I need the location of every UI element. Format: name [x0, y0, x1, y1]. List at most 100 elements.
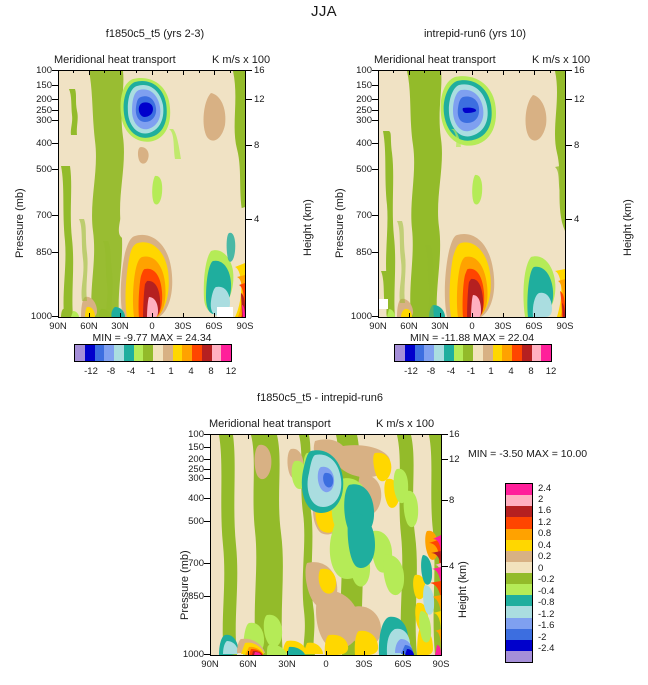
colorbar-cell: [404, 345, 415, 361]
colorbar-tick-label: -4: [446, 366, 456, 377]
y-tick-label: 250: [36, 105, 52, 116]
colorbar-cell: [506, 506, 532, 518]
panel-units-label: K m/s x 100: [376, 418, 435, 430]
panel-title: f1850c5_t5 - intrepid-run6: [257, 392, 383, 404]
colorbar-cell: [506, 517, 532, 529]
colorbar-cell: [506, 561, 532, 573]
contour-plot-area: [58, 70, 246, 318]
panel-difference: f1850c5_t5 - intrepid-run6 Meridional he…: [165, 392, 475, 682]
colorbar-cell: [443, 345, 454, 361]
colorbar-cell: [123, 345, 134, 361]
panel-variable-label: Meridional heat transport: [374, 54, 496, 66]
y-tick-label: 1000: [350, 311, 372, 322]
colorbar-cell: [395, 345, 405, 361]
panel-title: intrepid-run6 (yrs 10): [423, 28, 527, 40]
colorbar-tick-label: 4: [188, 366, 194, 377]
colorbar-cell: [512, 345, 522, 361]
colorbar-cell: [506, 628, 532, 640]
y-tick-label: 400: [36, 138, 52, 149]
x-tick-label: 90S: [556, 321, 574, 332]
panel-variable-label: Meridional heat transport: [209, 418, 331, 430]
y2-tick-label: 16: [449, 429, 460, 440]
y-tick-label: 1000: [30, 311, 52, 322]
contour-plot-area: [378, 70, 566, 318]
y-tick-label: 300: [356, 115, 372, 126]
colorbar-cell: [506, 650, 532, 662]
panel-minmax-label-difference: MIN = -3.50 MAX = 10.00: [468, 448, 588, 460]
x-tick-label: 90S: [432, 659, 450, 670]
colorbar-cell: [201, 345, 212, 361]
y-tick-label: 250: [188, 464, 204, 475]
colorbar-cell: [133, 345, 144, 361]
colorbar-tick-label: -1: [466, 366, 476, 377]
x-tick-label: 90N: [201, 659, 219, 670]
colorbar-cell: [75, 345, 85, 361]
y2-tick-label: 8: [254, 140, 260, 151]
colorbar-cell: [473, 345, 483, 361]
colorbar-tick-label: 2.4: [538, 483, 552, 494]
panel-f1850c5-t5: f1850c5_t5 (yrs 2-3) Meridional heat tra…: [0, 28, 314, 344]
panel-units-label: K m/s x 100: [532, 54, 591, 66]
y-tick-label: 150: [356, 80, 372, 91]
colorbar-tick-label: 0.8: [538, 528, 552, 539]
colorbar-tick-label: 1: [168, 366, 174, 377]
y-tick-label: 700: [36, 210, 52, 221]
colorbar-cell: [531, 345, 542, 361]
colorbar-cell: [506, 595, 532, 607]
colorbar-tick-label: -1.6: [538, 620, 555, 631]
y-tick-label: 500: [356, 164, 372, 175]
colorbar-tick-label: 12: [225, 366, 237, 377]
y-tick-label: 1000: [182, 649, 204, 660]
colorbar-tick-label: 1.2: [538, 517, 552, 528]
colorbar-cell: [506, 495, 532, 507]
x-tick-label: 30N: [431, 321, 449, 332]
colorbar-cell: [143, 345, 153, 361]
colorbar-cell: [502, 345, 512, 361]
x-tick-label: 90S: [236, 321, 254, 332]
y-tick-label: 700: [356, 210, 372, 221]
colorbar-cell: [424, 345, 434, 361]
y-tick-label: 500: [36, 164, 52, 175]
colorbar-cell: [104, 345, 114, 361]
colorbar-cell: [506, 573, 532, 585]
y-tick-label: 300: [188, 473, 204, 484]
colorbar-tick-label: 8: [208, 366, 214, 377]
x-tick-label: 0: [149, 321, 155, 332]
colorbar-tick-label: 2: [538, 494, 544, 505]
colorbar-cell: [182, 345, 192, 361]
colorbar-tick-label: -0.4: [538, 586, 555, 597]
colorbar-cell: [211, 345, 222, 361]
y-tick-label: 850: [36, 247, 52, 258]
colorbar-tick-label: 1: [488, 366, 494, 377]
colorbar-cell: [506, 550, 532, 562]
colorbar-horizontal-panel1: [74, 344, 232, 362]
y2-tick-label: 12: [574, 94, 585, 105]
y-tick-label: 100: [188, 429, 204, 440]
colorbar-tick-label: -1: [146, 366, 156, 377]
y2-tick-label: 16: [574, 65, 585, 76]
x-tick-label: 0: [323, 659, 329, 670]
colorbar-tick-label: -2: [538, 632, 547, 643]
colorbar-cell: [434, 345, 444, 361]
x-tick-label: 60N: [239, 659, 257, 670]
colorbar-tick-label: -4: [126, 366, 136, 377]
colorbar-cell: [506, 639, 532, 651]
y2-tick-label: 16: [254, 65, 265, 76]
y2-axis-title: Height (km): [622, 199, 634, 256]
y-tick-label: 850: [188, 591, 204, 602]
colorbar-cell: [506, 606, 532, 618]
x-tick-label: 30S: [494, 321, 512, 332]
y2-tick-label: 4: [449, 561, 455, 572]
colorbar-cell: [153, 345, 163, 361]
colorbar-cell: [162, 345, 173, 361]
y2-tick-label: 8: [449, 495, 455, 506]
colorbar-cell: [492, 345, 503, 361]
y-tick-label: 850: [356, 247, 372, 258]
y-tick-label: 400: [188, 493, 204, 504]
y2-tick-label: 4: [254, 214, 260, 225]
colorbar-cell: [94, 345, 105, 361]
panel-units-label: K m/s x 100: [212, 54, 271, 66]
colorbar-tick-label: 0: [538, 563, 544, 574]
colorbar-cell: [84, 345, 95, 361]
y-tick-label: 100: [36, 65, 52, 76]
